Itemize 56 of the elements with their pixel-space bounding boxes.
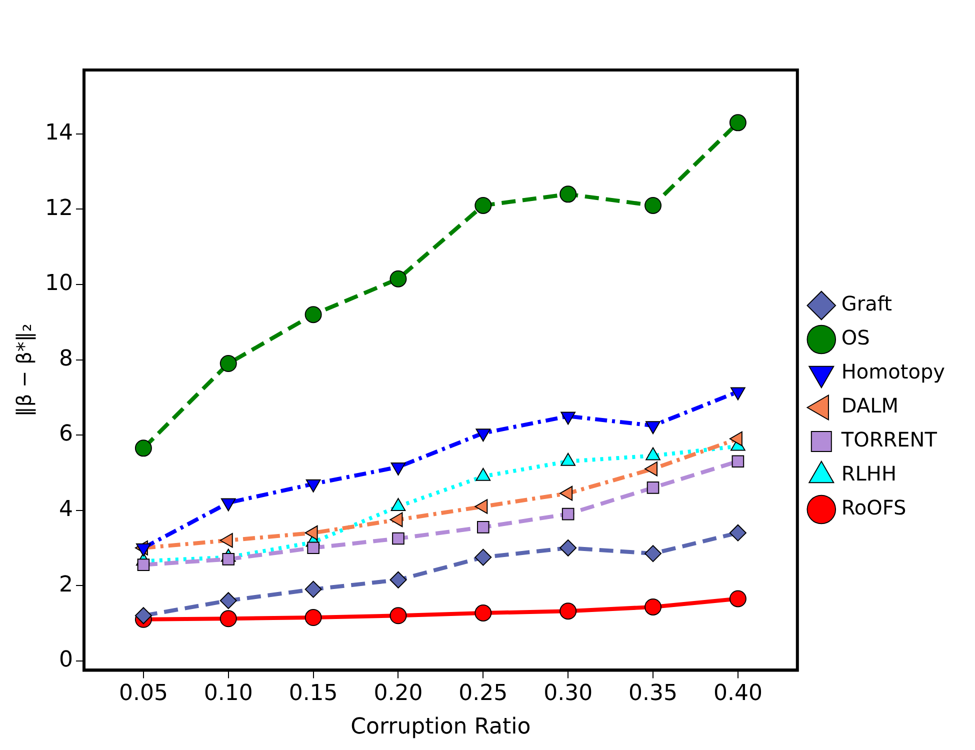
y-tick-label: 8: [58, 346, 73, 372]
point: [222, 553, 235, 566]
point: [644, 545, 662, 562]
point: [134, 607, 152, 624]
y-tick-label: 4: [58, 496, 73, 522]
y-tick-label: 6: [58, 422, 73, 447]
point: [560, 602, 577, 620]
point: [220, 592, 237, 610]
point: [560, 539, 577, 556]
legend-label: RLHH: [841, 462, 897, 486]
y-tick-label: 12: [44, 196, 73, 221]
point: [304, 306, 322, 324]
legend-label: Homotopy: [841, 360, 946, 384]
x-tick-label: 0.30: [544, 681, 593, 706]
point: [134, 440, 152, 457]
x-tick-label: 0.40: [713, 681, 762, 706]
y-tick-label: 10: [44, 271, 73, 296]
point: [477, 521, 490, 534]
point: [307, 542, 320, 554]
x-axis-title: Corruption Ratio: [350, 714, 531, 740]
point: [304, 609, 322, 626]
point: [220, 610, 237, 628]
legend-label: RoOFS: [841, 496, 906, 520]
point: [729, 590, 746, 608]
point: [474, 196, 492, 214]
x-tick-label: 0.10: [204, 681, 253, 706]
point: [220, 355, 237, 372]
point: [392, 532, 404, 545]
point: [644, 196, 662, 214]
point: [474, 548, 492, 566]
point: [646, 482, 660, 494]
y-tick-label: 14: [44, 120, 73, 146]
point: [560, 186, 577, 203]
point: [729, 114, 746, 132]
point: [304, 580, 322, 598]
y-axis-title: ‖β − β*‖₂: [12, 324, 36, 417]
point: [390, 607, 407, 624]
point: [474, 604, 492, 622]
legend-label: Graft: [841, 292, 892, 316]
x-tick-label: 0.20: [374, 681, 423, 706]
x-tick-label: 0.25: [458, 681, 508, 706]
y-tick-label: 0: [58, 648, 73, 673]
point: [137, 558, 150, 571]
legend-label: OS: [841, 326, 870, 350]
x-tick-label: 0.35: [628, 681, 678, 706]
point: [644, 598, 662, 616]
x-tick-label: 0.15: [288, 681, 338, 706]
y-tick-label: 2: [58, 572, 73, 598]
point: [390, 270, 407, 288]
legend-label: TORRENT: [840, 428, 938, 452]
point: [729, 524, 746, 542]
point: [732, 455, 744, 468]
legend-label: DALM: [841, 394, 899, 418]
point: [562, 508, 574, 520]
point: [390, 571, 407, 588]
x-tick-label: 0.05: [118, 681, 168, 706]
